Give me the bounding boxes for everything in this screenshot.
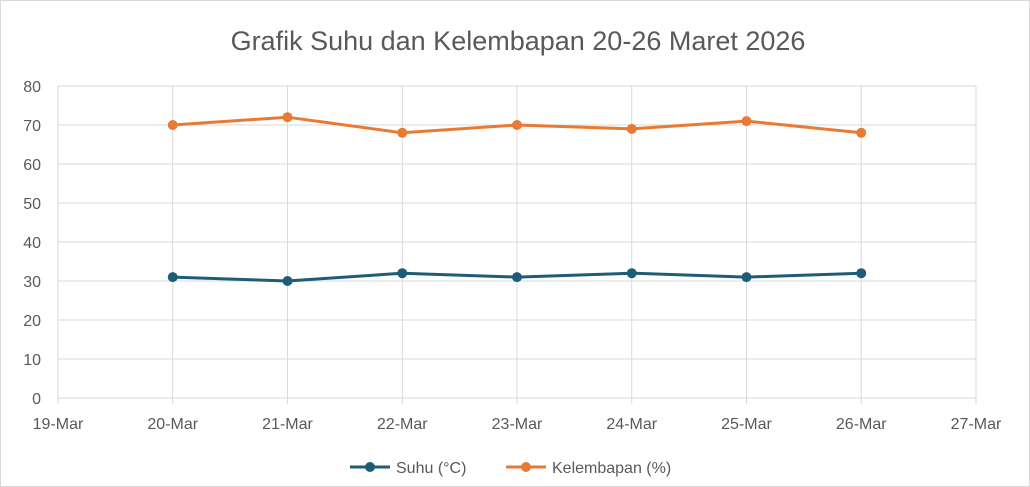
data-point xyxy=(397,127,408,138)
y-tick-label: 70 xyxy=(23,118,41,135)
grid xyxy=(57,85,977,404)
x-tick-label: 25-Mar xyxy=(721,416,772,433)
data-point xyxy=(741,116,752,127)
x-tick-label: 27-Mar xyxy=(951,416,1002,433)
y-tick-label: 10 xyxy=(23,352,41,369)
y-tick-label: 40 xyxy=(23,235,41,252)
legend-marker xyxy=(365,462,375,472)
data-point xyxy=(856,268,867,279)
legend-label: Suhu (°C) xyxy=(396,460,466,477)
data-point xyxy=(741,272,752,283)
x-tick-label: 23-Mar xyxy=(492,416,543,433)
data-point xyxy=(626,123,637,134)
legend-label: Kelembapan (%) xyxy=(552,460,671,477)
series-plot xyxy=(167,112,867,286)
data-point xyxy=(512,120,522,130)
chart-title: Grafik Suhu dan Kelembapan 20-26 Maret 2… xyxy=(231,26,806,56)
data-point xyxy=(512,272,522,283)
data-point xyxy=(167,272,178,283)
legend-marker xyxy=(521,462,531,472)
data-point xyxy=(282,112,293,123)
x-tick-label: 24-Mar xyxy=(606,416,657,433)
y-tick-label: 50 xyxy=(23,196,41,213)
y-tick-label: 20 xyxy=(23,313,41,330)
data-point xyxy=(167,120,178,130)
data-point xyxy=(626,268,637,279)
y-tick-label: 30 xyxy=(23,274,41,291)
y-tick-label: 0 xyxy=(32,391,41,408)
x-tick-label: 20-Mar xyxy=(147,416,198,433)
x-tick-label: 21-Mar xyxy=(262,416,313,433)
data-point xyxy=(397,268,408,279)
x-tick-label: 19-Mar xyxy=(33,416,84,433)
y-tick-label: 80 xyxy=(23,79,41,96)
y-tick-label: 60 xyxy=(23,157,41,174)
data-point xyxy=(856,127,867,138)
data-point xyxy=(282,276,293,286)
x-tick-label: 22-Mar xyxy=(377,416,428,433)
x-tick-label: 26-Mar xyxy=(836,416,887,433)
axis-labels: 0 10 20 30 40 50 60 70 80 19-Mar 20-Mar 21-Mar 22-Ma… xyxy=(23,79,1002,433)
legend: Suhu (°C) Kelembapan (%) xyxy=(350,460,671,477)
